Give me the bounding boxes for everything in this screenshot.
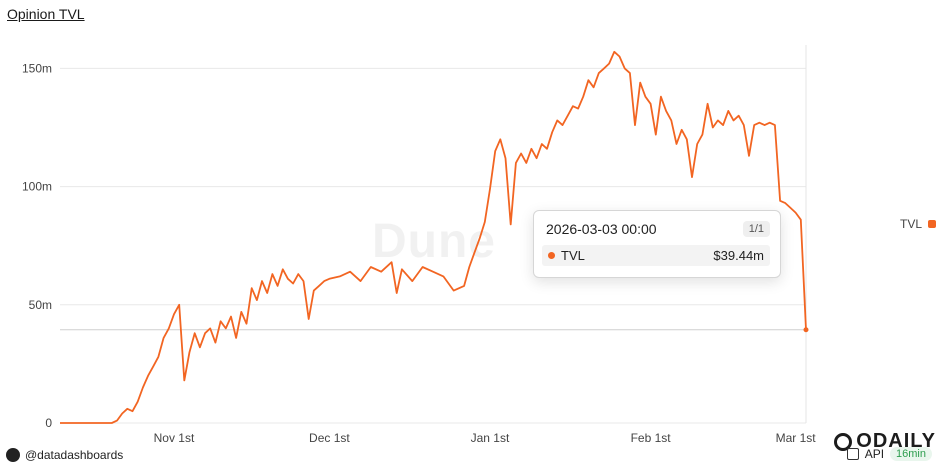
legend-swatch-icon [928,220,936,228]
y-tick-label: 150m [22,61,52,75]
tvl-series-line [60,50,807,424]
tooltip-series-label: TVL [561,248,585,263]
author-link[interactable]: @datadashboards [6,448,123,462]
chart-tooltip: 2026-03-03 00:00 1/1 TVL $39.44m [533,210,781,278]
dune-watermark: Dune [372,215,496,268]
odaily-ring-icon [834,432,853,451]
hover-point-marker [803,327,809,333]
tooltip-row: TVL $39.44m [542,245,770,266]
y-tick-label: 0 [45,416,52,430]
odaily-logo: ODAILY [834,430,936,453]
chart-title[interactable]: Opinion TVL [7,6,85,22]
avatar [6,448,20,462]
series-dot-icon [548,252,555,259]
code-icon[interactable] [846,448,859,460]
x-tick-label: Dec 1st [309,431,350,445]
y-tick-label: 100m [22,180,52,194]
chart-legend[interactable]: TVL [900,217,936,231]
tooltip-pager: 1/1 [742,221,770,237]
footer-actions: API 16min [846,447,932,461]
x-tick-label: Feb 1st [631,431,672,445]
brand-text: ODAILY [856,430,936,452]
x-tick-label: Mar 1st [776,431,817,445]
legend-label: TVL [899,217,922,231]
x-tick-label: Nov 1st [154,431,195,445]
tooltip-value: $39.44m [713,248,764,263]
api-link[interactable]: API [864,447,885,461]
x-tick-label: Jan 1st [471,431,510,445]
refresh-badge: 16min [890,447,932,461]
author-handle: @datadashboards [25,448,124,462]
tooltip-date: 2026-03-03 00:00 [546,221,657,237]
y-tick-label: 50m [29,298,52,312]
